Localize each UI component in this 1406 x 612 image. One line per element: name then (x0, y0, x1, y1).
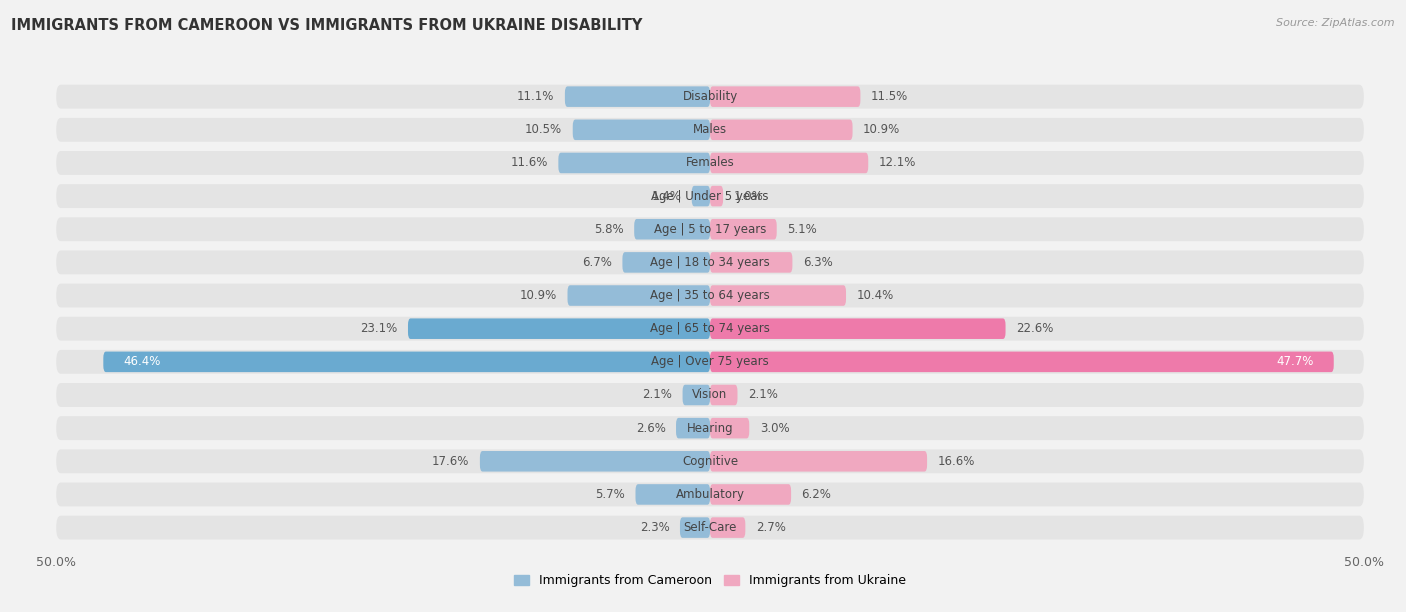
FancyBboxPatch shape (710, 152, 869, 173)
Text: 2.1%: 2.1% (748, 389, 778, 401)
FancyBboxPatch shape (634, 219, 710, 239)
Text: 11.6%: 11.6% (510, 157, 548, 170)
FancyBboxPatch shape (56, 118, 1364, 142)
Text: IMMIGRANTS FROM CAMEROON VS IMMIGRANTS FROM UKRAINE DISABILITY: IMMIGRANTS FROM CAMEROON VS IMMIGRANTS F… (11, 18, 643, 34)
Text: 10.9%: 10.9% (520, 289, 557, 302)
FancyBboxPatch shape (56, 283, 1364, 307)
FancyBboxPatch shape (56, 516, 1364, 540)
FancyBboxPatch shape (710, 119, 852, 140)
Text: Source: ZipAtlas.com: Source: ZipAtlas.com (1277, 18, 1395, 28)
Text: 17.6%: 17.6% (432, 455, 470, 468)
FancyBboxPatch shape (710, 318, 1005, 339)
Text: 23.1%: 23.1% (360, 322, 398, 335)
FancyBboxPatch shape (568, 285, 710, 306)
FancyBboxPatch shape (623, 252, 710, 273)
FancyBboxPatch shape (710, 219, 776, 239)
Text: 46.4%: 46.4% (122, 356, 160, 368)
Text: 5.7%: 5.7% (595, 488, 626, 501)
Text: 22.6%: 22.6% (1017, 322, 1053, 335)
FancyBboxPatch shape (565, 86, 710, 107)
Text: 5.1%: 5.1% (787, 223, 817, 236)
FancyBboxPatch shape (56, 449, 1364, 473)
Text: 11.1%: 11.1% (517, 90, 554, 103)
FancyBboxPatch shape (710, 385, 738, 405)
Text: Hearing: Hearing (686, 422, 734, 435)
FancyBboxPatch shape (710, 86, 860, 107)
FancyBboxPatch shape (479, 451, 710, 472)
FancyBboxPatch shape (56, 383, 1364, 407)
Text: 10.9%: 10.9% (863, 123, 900, 136)
Text: Ambulatory: Ambulatory (675, 488, 745, 501)
Text: 2.1%: 2.1% (643, 389, 672, 401)
FancyBboxPatch shape (56, 84, 1364, 108)
Text: 47.7%: 47.7% (1277, 356, 1315, 368)
Text: 16.6%: 16.6% (938, 455, 974, 468)
Legend: Immigrants from Cameroon, Immigrants from Ukraine: Immigrants from Cameroon, Immigrants fro… (509, 569, 911, 592)
Text: 12.1%: 12.1% (879, 157, 917, 170)
FancyBboxPatch shape (56, 482, 1364, 506)
FancyBboxPatch shape (56, 416, 1364, 440)
FancyBboxPatch shape (56, 350, 1364, 374)
FancyBboxPatch shape (558, 152, 710, 173)
FancyBboxPatch shape (408, 318, 710, 339)
Text: Age | 18 to 34 years: Age | 18 to 34 years (650, 256, 770, 269)
Text: Age | 35 to 64 years: Age | 35 to 64 years (650, 289, 770, 302)
Text: Vision: Vision (692, 389, 728, 401)
FancyBboxPatch shape (56, 250, 1364, 274)
Text: 6.2%: 6.2% (801, 488, 831, 501)
FancyBboxPatch shape (56, 217, 1364, 241)
FancyBboxPatch shape (572, 119, 710, 140)
Text: Age | Over 75 years: Age | Over 75 years (651, 356, 769, 368)
FancyBboxPatch shape (710, 451, 927, 472)
Text: 2.3%: 2.3% (640, 521, 669, 534)
Text: Age | 5 to 17 years: Age | 5 to 17 years (654, 223, 766, 236)
Text: Age | 65 to 74 years: Age | 65 to 74 years (650, 322, 770, 335)
Text: 2.7%: 2.7% (756, 521, 786, 534)
Text: 10.5%: 10.5% (526, 123, 562, 136)
FancyBboxPatch shape (56, 184, 1364, 208)
FancyBboxPatch shape (710, 351, 1334, 372)
FancyBboxPatch shape (56, 317, 1364, 341)
Text: 10.4%: 10.4% (856, 289, 894, 302)
Text: 1.4%: 1.4% (651, 190, 682, 203)
Text: Males: Males (693, 123, 727, 136)
Text: 5.8%: 5.8% (595, 223, 624, 236)
Text: Age | Under 5 years: Age | Under 5 years (651, 190, 769, 203)
FancyBboxPatch shape (692, 186, 710, 206)
FancyBboxPatch shape (56, 151, 1364, 175)
FancyBboxPatch shape (710, 186, 723, 206)
Text: 6.3%: 6.3% (803, 256, 832, 269)
FancyBboxPatch shape (710, 252, 793, 273)
FancyBboxPatch shape (103, 351, 710, 372)
Text: Disability: Disability (682, 90, 738, 103)
Text: 11.5%: 11.5% (870, 90, 908, 103)
Text: Cognitive: Cognitive (682, 455, 738, 468)
FancyBboxPatch shape (636, 484, 710, 505)
Text: Self-Care: Self-Care (683, 521, 737, 534)
Text: 3.0%: 3.0% (759, 422, 789, 435)
Text: 6.7%: 6.7% (582, 256, 612, 269)
FancyBboxPatch shape (676, 418, 710, 438)
FancyBboxPatch shape (710, 517, 745, 538)
FancyBboxPatch shape (710, 285, 846, 306)
FancyBboxPatch shape (710, 484, 792, 505)
FancyBboxPatch shape (682, 385, 710, 405)
Text: Females: Females (686, 157, 734, 170)
Text: 1.0%: 1.0% (734, 190, 763, 203)
FancyBboxPatch shape (710, 418, 749, 438)
FancyBboxPatch shape (681, 517, 710, 538)
Text: 2.6%: 2.6% (636, 422, 665, 435)
